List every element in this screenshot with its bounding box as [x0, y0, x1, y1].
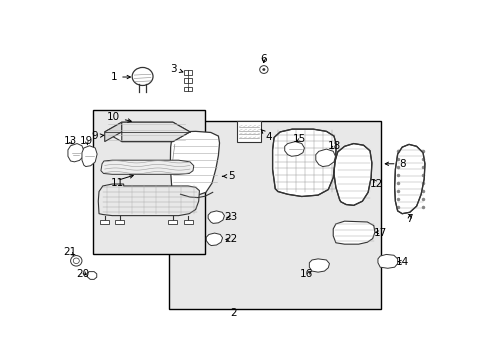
Text: 9: 9	[91, 131, 103, 141]
Text: 11: 11	[110, 177, 123, 188]
Polygon shape	[206, 233, 222, 246]
Polygon shape	[394, 144, 424, 214]
Polygon shape	[272, 129, 336, 197]
Polygon shape	[332, 221, 374, 244]
Text: 15: 15	[293, 134, 306, 144]
Text: 23: 23	[224, 212, 237, 222]
Polygon shape	[377, 255, 397, 268]
Text: 10: 10	[106, 112, 131, 122]
Ellipse shape	[262, 68, 264, 71]
Bar	[183, 70, 192, 75]
Bar	[183, 78, 192, 83]
Polygon shape	[68, 144, 84, 162]
Text: 14: 14	[395, 257, 408, 267]
Polygon shape	[333, 144, 371, 205]
Polygon shape	[86, 271, 97, 279]
Bar	[237, 121, 260, 141]
Bar	[168, 220, 177, 224]
Polygon shape	[104, 122, 122, 141]
Text: 3: 3	[170, 64, 183, 74]
Text: 19: 19	[80, 136, 93, 146]
Polygon shape	[122, 122, 189, 141]
Ellipse shape	[70, 256, 82, 266]
Bar	[183, 220, 192, 224]
Polygon shape	[170, 131, 219, 196]
Text: 12: 12	[369, 179, 382, 189]
Text: 8: 8	[385, 159, 406, 169]
Text: 17: 17	[373, 228, 386, 238]
Text: 6: 6	[260, 54, 266, 64]
Bar	[169, 121, 381, 309]
Polygon shape	[82, 146, 97, 167]
Text: 13: 13	[63, 136, 77, 146]
Polygon shape	[98, 184, 199, 216]
Text: 22: 22	[224, 234, 237, 244]
Ellipse shape	[259, 66, 267, 73]
Text: 1: 1	[110, 72, 130, 82]
Polygon shape	[101, 160, 193, 174]
Polygon shape	[208, 211, 224, 223]
Bar	[183, 87, 192, 91]
Text: 20: 20	[77, 269, 89, 279]
Text: 4: 4	[261, 129, 272, 143]
Ellipse shape	[132, 67, 153, 85]
Bar	[93, 110, 205, 254]
Polygon shape	[315, 149, 335, 167]
Polygon shape	[309, 259, 329, 272]
Text: 5: 5	[222, 171, 234, 181]
Text: 7: 7	[406, 214, 412, 224]
Bar	[100, 220, 109, 224]
Bar	[115, 220, 124, 224]
Polygon shape	[104, 122, 189, 141]
Polygon shape	[284, 141, 304, 156]
Text: 2: 2	[230, 308, 236, 318]
Text: 16: 16	[300, 269, 313, 279]
Text: 18: 18	[326, 141, 340, 151]
Text: 21: 21	[63, 247, 77, 257]
